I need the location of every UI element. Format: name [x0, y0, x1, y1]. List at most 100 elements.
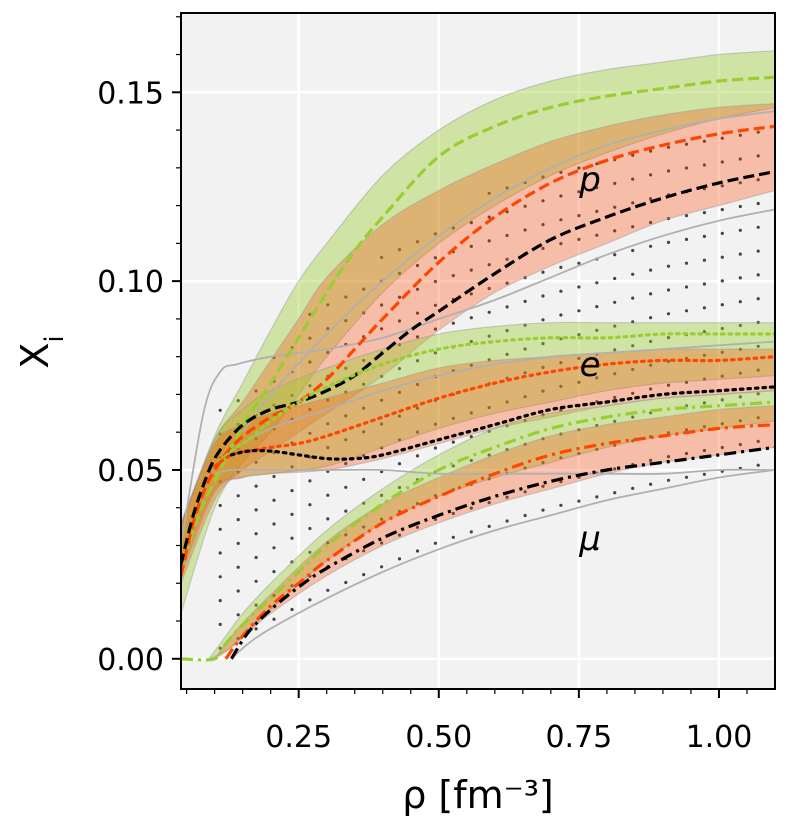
y-tick-label-2: 0.10: [97, 265, 164, 300]
dotted-region-point-1: [218, 622, 222, 627]
dotted-region-point-94: [344, 319, 348, 323]
dotted-region-point-380: [702, 306, 707, 310]
dotted-region-point-60: [308, 526, 312, 531]
dotted-region-point-174: [451, 321, 455, 325]
dotted-region-point-10: [218, 408, 222, 412]
dotted-region-point-310: [613, 205, 617, 209]
dotted-region-point-48: [290, 536, 294, 540]
dotted-region-point-201: [487, 334, 491, 338]
dotted-region-point-375: [702, 425, 707, 429]
dotted-region-point-50: [290, 489, 294, 493]
dotted-region-point-143: [415, 406, 420, 410]
series-lines: [181, 75, 775, 662]
dotted-region-point-304: [613, 348, 617, 352]
dotted-region-point-233: [523, 276, 527, 280]
dotted-region-point-318: [631, 367, 635, 372]
dotted-region-point-99: [362, 501, 366, 505]
dotted-region-point-34: [272, 593, 276, 598]
dotted-region-point-248: [541, 270, 545, 274]
dotted-region-point-351: [666, 288, 671, 292]
dotted-region-point-400: [720, 184, 724, 188]
dotted-region-point-227: [523, 418, 527, 422]
dotted-region-point-141: [415, 454, 420, 458]
dotted-region-point-103: [362, 406, 366, 410]
dotted-region-point-417: [738, 133, 742, 137]
dotted-region-point-45: [290, 607, 294, 612]
y-tick-label-0: 0.00: [97, 643, 164, 678]
dotted-region-point-393: [720, 350, 724, 354]
dotted-region-point-186: [469, 363, 473, 367]
dotted-region-point-36: [272, 546, 276, 550]
dotted-region-point-292: [595, 281, 599, 285]
dotted-region-point-12: [236, 613, 240, 617]
dotted-region-point-162: [433, 279, 437, 284]
dotted-region-point-104: [362, 382, 366, 386]
dotted-region-point-230: [523, 347, 527, 351]
dotted-region-point-22: [254, 627, 258, 631]
dotted-region-point-166: [451, 511, 455, 516]
dotted-region-point-30: [254, 436, 258, 441]
dotted-region-point-377: [702, 377, 707, 381]
dotted-region-point-57: [308, 598, 312, 602]
dotted-region-point-150: [415, 240, 420, 244]
dotted-region-point-263: [559, 265, 563, 269]
band-mu-green: [208, 390, 775, 660]
dotted-region-point-327: [631, 153, 635, 157]
dotted-region-point-29: [254, 460, 258, 464]
dotted-region-point-67: [308, 360, 312, 364]
dotted-region-point-229: [523, 371, 527, 375]
dotted-region-point-316: [631, 415, 635, 419]
dotted-region-point-255: [559, 456, 563, 460]
dotted-region-point-432: [756, 130, 760, 134]
dotted-region-point-169: [451, 440, 455, 444]
dotted-region-point-6: [218, 503, 222, 508]
dotted-region-point-211: [505, 448, 509, 452]
dotted-region-point-402: [720, 136, 724, 140]
dotted-region-point-420: [756, 416, 760, 420]
axis-ticks: 0.25 0.50 0.75 1.00 0.00 0.05 0.10 0.15: [97, 16, 752, 755]
dotted-region-point-334: [649, 339, 653, 343]
dotted-region-point-65: [308, 407, 312, 412]
dotted-region-point-245: [541, 342, 545, 346]
series-e-green: [213, 332, 775, 468]
dotted-region-point-356: [666, 169, 671, 173]
dotted-region-point-54: [290, 393, 294, 397]
dotted-region-point-178: [451, 226, 455, 230]
dotted-region-point-142: [415, 430, 420, 434]
dotted-region-point-410: [738, 300, 742, 304]
dotted-region-point-324: [631, 225, 635, 229]
dotted-region-point-386: [702, 163, 707, 167]
dotted-region-point-59: [308, 550, 312, 554]
dotted-region-point-135: [397, 271, 402, 275]
dotted-region-point-182: [469, 458, 473, 463]
dotted-region-point-257: [559, 408, 563, 412]
series-mu-green: [181, 400, 775, 662]
dotted-region-point-337: [649, 268, 653, 272]
dotted-region-point-203: [487, 286, 491, 291]
dotted-region-point-73: [326, 517, 330, 521]
dotted-region-point-427: [756, 249, 760, 253]
dotted-region-point-116: [380, 398, 384, 402]
dotted-region-point-302: [613, 395, 617, 400]
dotted-region-point-397: [720, 255, 724, 259]
dotted-region-point-362: [684, 380, 689, 384]
dotted-region-point-306: [613, 300, 617, 304]
dotted-region-point-145: [415, 359, 420, 363]
dotted-region-point-206: [487, 215, 491, 219]
dotted-region-point-379: [702, 330, 707, 334]
dotted-region-point-32: [254, 389, 258, 393]
dotted-region-point-198: [487, 405, 491, 410]
species-label-1: e: [580, 345, 601, 385]
plot-frame: [180, 12, 776, 690]
dotted-region-point-404: [738, 442, 742, 447]
dotted-region-point-282: [577, 166, 581, 170]
dotted-region-point-423: [756, 344, 760, 348]
dotted-region-point-161: [433, 303, 437, 307]
dotted-region-point-35: [272, 570, 276, 574]
dotted-region-point-339: [649, 220, 653, 225]
dotted-region-point-15: [236, 541, 240, 546]
dotted-region-point-280: [577, 214, 581, 218]
dotted-region-point-72: [326, 541, 330, 545]
dotted-region-point-152: [433, 517, 437, 522]
dotted-region-point-368: [684, 237, 689, 241]
